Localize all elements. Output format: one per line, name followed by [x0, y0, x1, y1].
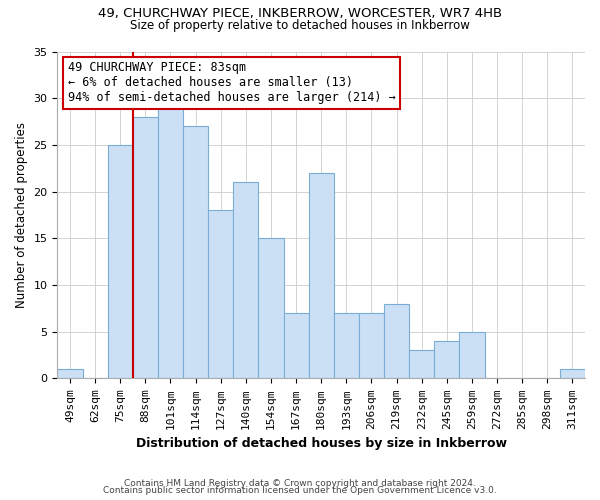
Text: Size of property relative to detached houses in Inkberrow: Size of property relative to detached ho…: [130, 18, 470, 32]
Bar: [384, 304, 409, 378]
Bar: [359, 313, 384, 378]
Bar: [284, 313, 308, 378]
Bar: [158, 108, 183, 378]
Bar: [409, 350, 434, 378]
Bar: [259, 238, 284, 378]
Bar: [233, 182, 259, 378]
Bar: [308, 173, 334, 378]
Text: 49, CHURCHWAY PIECE, INKBERROW, WORCESTER, WR7 4HB: 49, CHURCHWAY PIECE, INKBERROW, WORCESTE…: [98, 8, 502, 20]
Bar: [208, 210, 233, 378]
Bar: [58, 369, 83, 378]
Y-axis label: Number of detached properties: Number of detached properties: [15, 122, 28, 308]
Bar: [460, 332, 485, 378]
X-axis label: Distribution of detached houses by size in Inkberrow: Distribution of detached houses by size …: [136, 437, 507, 450]
Text: Contains HM Land Registry data © Crown copyright and database right 2024.: Contains HM Land Registry data © Crown c…: [124, 478, 476, 488]
Text: Contains public sector information licensed under the Open Government Licence v3: Contains public sector information licen…: [103, 486, 497, 495]
Bar: [560, 369, 585, 378]
Bar: [107, 145, 133, 378]
Bar: [133, 117, 158, 378]
Bar: [183, 126, 208, 378]
Bar: [334, 313, 359, 378]
Text: 49 CHURCHWAY PIECE: 83sqm
← 6% of detached houses are smaller (13)
94% of semi-d: 49 CHURCHWAY PIECE: 83sqm ← 6% of detach…: [68, 62, 396, 104]
Bar: [434, 341, 460, 378]
